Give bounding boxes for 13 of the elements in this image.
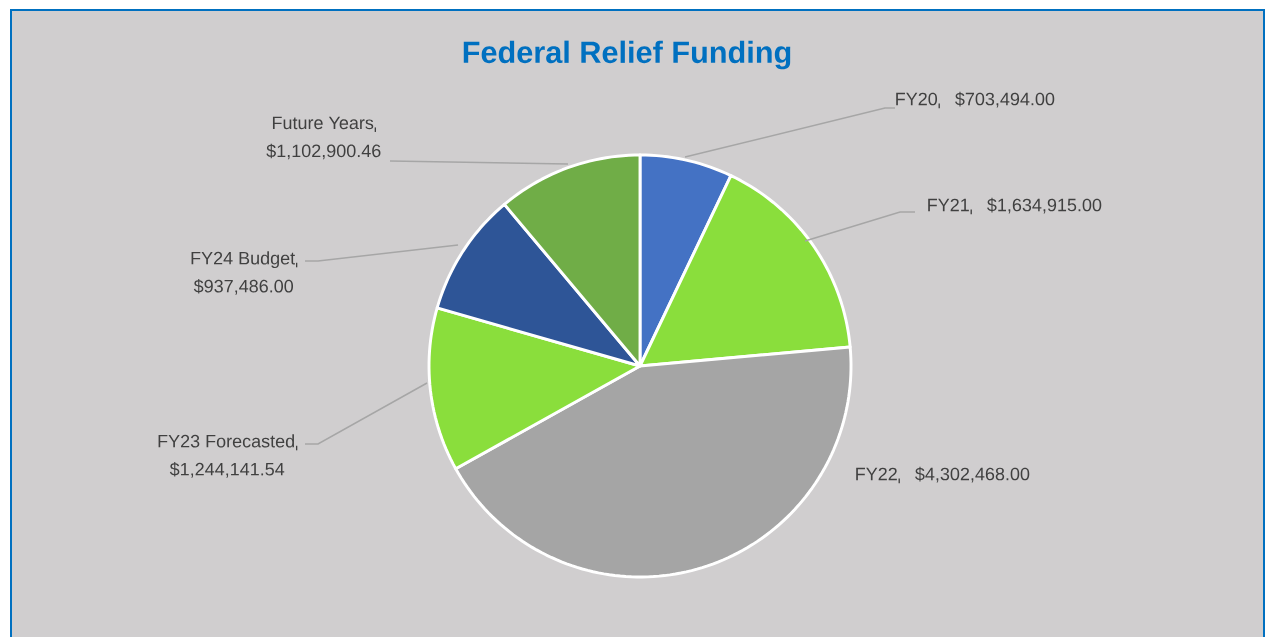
data-label: $1,244,141.54 — [169, 462, 285, 478]
chart-title: Federal Relief Funding — [463, 40, 791, 70]
slice-label: FY24 Budget — [191, 251, 296, 269]
slice-label: FY21 — [928, 198, 969, 212]
slice-label: FY22 — [856, 467, 897, 481]
data-label: $937,486.00 — [193, 279, 294, 295]
data-label: $1,634,915.00 — [987, 197, 1102, 214]
data-label: $4,302,468.00 — [915, 466, 1030, 483]
data-label: $1,102,900.46 — [266, 143, 381, 160]
data-label: $703,494.00 — [955, 91, 1055, 108]
slice-label: FY23 Forecasted — [158, 434, 294, 448]
slice-label: Future Years — [272, 116, 374, 130]
slice-label: FY20 — [896, 92, 938, 106]
